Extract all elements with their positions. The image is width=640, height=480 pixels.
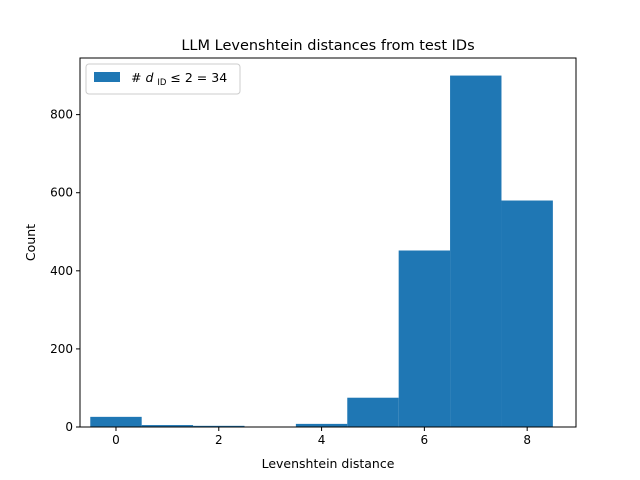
legend-symbol: d (145, 70, 153, 85)
histogram-bar (90, 416, 142, 427)
x-tick-label: 4 (318, 433, 326, 447)
legend: # d ID ≤ 2 = 34 (85, 63, 241, 95)
y-tick-label: 400 (50, 264, 73, 278)
histogram-bar (347, 397, 399, 427)
plot-frame (79, 57, 577, 428)
x-tick-label: 2 (215, 433, 223, 447)
x-axis-ticks: 0 2 4 6 8 (112, 427, 531, 447)
histogram-bar (450, 75, 502, 427)
x-axis-label: Levenshtein distance (262, 456, 395, 471)
histogram-bar (141, 425, 194, 427)
histogram-bar (501, 200, 553, 427)
histogram-bar (193, 425, 245, 427)
histogram-bar (295, 423, 348, 427)
bars-group (90, 75, 553, 427)
chart-title: LLM Levenshtein distances from test IDs (181, 38, 474, 54)
x-tick-label: 6 (421, 433, 429, 447)
x-tick-label: 0 (112, 433, 120, 447)
y-tick-label: 600 (50, 186, 73, 200)
y-tick-label: 0 (65, 420, 73, 434)
legend-relation: ≤ 2 = 34 (170, 70, 227, 85)
y-tick-label: 200 (50, 342, 73, 356)
legend-box (85, 63, 241, 95)
x-tick-label: 8 (523, 433, 531, 447)
legend-subscript: ID (157, 78, 167, 88)
legend-swatch (94, 72, 120, 82)
y-tick-label: 800 (50, 108, 73, 122)
legend-label: # d ID ≤ 2 = 34 (131, 70, 227, 88)
y-axis-label: Count (23, 224, 38, 261)
histogram-bar (398, 250, 451, 427)
y-axis-ticks: 0 200 400 600 800 (50, 108, 80, 434)
legend-prefix: # (131, 70, 145, 85)
